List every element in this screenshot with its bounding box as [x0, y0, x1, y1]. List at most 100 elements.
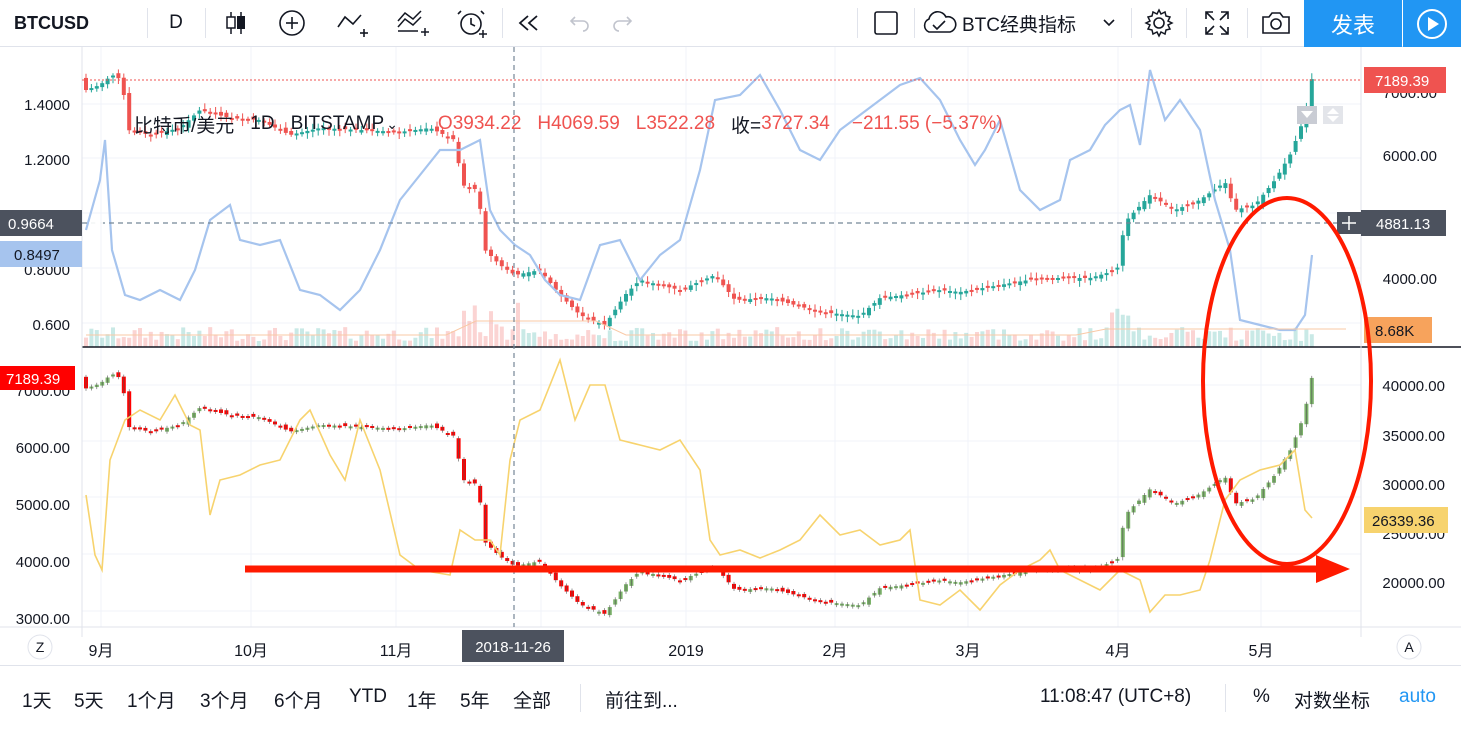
range-6m[interactable]: 6个月	[274, 691, 323, 712]
scale-z-button[interactable]: Z	[27, 634, 53, 660]
time-label: 5月	[1249, 643, 1274, 660]
symbol-search-button[interactable]: BTCUSD	[14, 12, 89, 33]
volume-right-label: 8.68K	[1364, 317, 1432, 343]
time-axis: 9月 10月 11月 2019 2月 3月 4月 5月 2018-11-26 Z…	[27, 630, 1422, 662]
auto-scale-toggle[interactable]: auto	[1399, 686, 1436, 707]
bottom-toolbar: 1天 5天 1个月 3个月 6个月 YTD 1年 5年 全部 前往到... 11…	[0, 665, 1461, 739]
svg-text:26339.36: 26339.36	[1372, 513, 1435, 530]
svg-text:4881.13: 4881.13	[1376, 216, 1430, 233]
range-3m[interactable]: 3个月	[200, 691, 249, 712]
crosshair-date-box	[462, 630, 564, 662]
fullscreen-button[interactable]	[1192, 0, 1242, 46]
chart-canvas[interactable]: 1.4000 1.2000 0.8000 0.600 7000.00 6000.…	[0, 47, 1461, 665]
fullscreen-icon	[1205, 11, 1229, 35]
scale-collapse-buttons[interactable]	[1297, 106, 1343, 124]
range-ytd[interactable]: YTD	[349, 686, 387, 707]
percent-scale-toggle[interactable]: %	[1253, 686, 1270, 707]
annotation-ellipse[interactable]	[1201, 196, 1373, 566]
svg-text:0.9664: 0.9664	[8, 216, 54, 233]
range-all[interactable]: 全部	[513, 691, 552, 712]
chart-style-button[interactable]	[210, 0, 262, 46]
play-icon	[1417, 8, 1447, 39]
top-right-axis: 7000.00 6000.00 4000.00	[1383, 85, 1437, 288]
time-label: 2月	[823, 643, 848, 660]
svg-text:A: A	[1404, 639, 1414, 655]
legend-low: L3522.28	[635, 113, 716, 134]
svg-text:0.8497: 0.8497	[14, 247, 60, 264]
axis-tick: 4000.00	[1383, 271, 1437, 288]
goto-date-button[interactable]: 前往到...	[605, 691, 678, 712]
compare-button[interactable]	[386, 0, 442, 46]
svg-text:7189.39: 7189.39	[6, 371, 60, 388]
camera-icon	[1262, 12, 1290, 34]
svg-text:Z: Z	[36, 639, 45, 655]
top-pane-candles	[84, 69, 1314, 330]
select-layout-button[interactable]	[862, 0, 910, 46]
alert-button[interactable]	[446, 0, 498, 46]
replay-button[interactable]	[506, 0, 552, 46]
time-label: 3月	[956, 643, 981, 660]
bottom-pane-candles	[84, 370, 1314, 618]
yellow-line-right-label: 26339.36	[1364, 507, 1448, 533]
play-button[interactable]	[1403, 0, 1461, 47]
yellow-indicator-line	[85, 357, 1313, 614]
crosshair-right-label: 4881.13	[1337, 210, 1446, 236]
axis-tick: 6000.00	[16, 440, 70, 457]
gear-icon	[1144, 8, 1174, 38]
indicator-template-button[interactable]: BTC经典指标	[920, 0, 1130, 46]
indicator-icon	[337, 14, 368, 37]
axis-tick: 0.600	[32, 317, 70, 334]
scale-a-button[interactable]: A	[1396, 634, 1422, 660]
legend-interval: 1D	[250, 113, 275, 134]
axis-tick: 4000.00	[16, 554, 70, 571]
legend-name: 比特币/美元	[134, 115, 235, 137]
chart-legend: 比特币/美元 1D BITSTAMP ⌄ O3934.22 H4069.59 L…	[100, 110, 1003, 138]
time-label: 9月	[89, 643, 114, 660]
redo-button[interactable]	[604, 0, 640, 46]
axis-tick: 30000.00	[1382, 477, 1445, 494]
bottom-price-left-label: 7189.39	[0, 366, 75, 390]
range-1d[interactable]: 1天	[22, 691, 52, 712]
legend-exchange[interactable]: BITSTAMP	[290, 113, 385, 134]
axis-tick: 40000.00	[1382, 378, 1445, 395]
clock-timezone[interactable]: 11:08:47 (UTC+8)	[1040, 686, 1192, 707]
legend-close-label: 收=	[731, 115, 762, 137]
bottom-right-axis: 40000.00 35000.00 30000.00 25000.00 2000…	[1382, 378, 1445, 592]
plus-circle-icon	[279, 10, 305, 36]
time-label: 11月	[380, 643, 413, 660]
add-indicator-button[interactable]	[266, 0, 318, 46]
indicator-template-label: BTC经典指标	[962, 14, 1077, 36]
axis-tick: 1.4000	[24, 97, 70, 114]
chart-area[interactable]: 1.4000 1.2000 0.8000 0.600 7000.00 6000.…	[0, 47, 1461, 665]
time-label: 4月	[1106, 643, 1131, 660]
undo-button[interactable]	[562, 0, 598, 46]
axis-tick: 1.2000	[24, 152, 70, 169]
undo-icon	[569, 16, 589, 32]
axis-tick: 6000.00	[1383, 148, 1437, 165]
bottom-left-axis: 7000.00 6000.00 5000.00 4000.00 3000.00	[16, 383, 70, 628]
range-1m[interactable]: 1个月	[127, 691, 176, 712]
legend-close: 3727.34	[761, 113, 830, 134]
range-5y[interactable]: 5年	[460, 691, 490, 712]
range-5d[interactable]: 5天	[74, 691, 104, 712]
legend-high: H4069.59	[537, 113, 620, 134]
volume-bars	[84, 302, 1314, 347]
interval-button[interactable]: D	[169, 12, 183, 33]
settings-button[interactable]	[1136, 0, 1182, 46]
replay-icon	[518, 15, 538, 31]
axis-tick: 20000.00	[1382, 575, 1445, 592]
annotation-arrow[interactable]	[245, 555, 1350, 583]
axis-tick: 3000.00	[16, 611, 70, 628]
range-1y[interactable]: 1年	[407, 691, 437, 712]
crosshair-left-label: 0.9664	[0, 210, 103, 236]
indicators-button[interactable]	[324, 0, 384, 46]
snapshot-button[interactable]	[1252, 0, 1300, 46]
legend-chevron-icon[interactable]: ⌄	[386, 115, 398, 132]
chevron-down-icon	[1103, 19, 1115, 27]
legend-open: O3934.22	[437, 113, 522, 134]
time-label: 2019	[668, 643, 704, 660]
publish-button[interactable]: 发表	[1304, 0, 1402, 47]
log-scale-toggle[interactable]: 对数坐标	[1294, 691, 1371, 712]
legend-change: −211.55 (−5.37%)	[851, 113, 1003, 134]
